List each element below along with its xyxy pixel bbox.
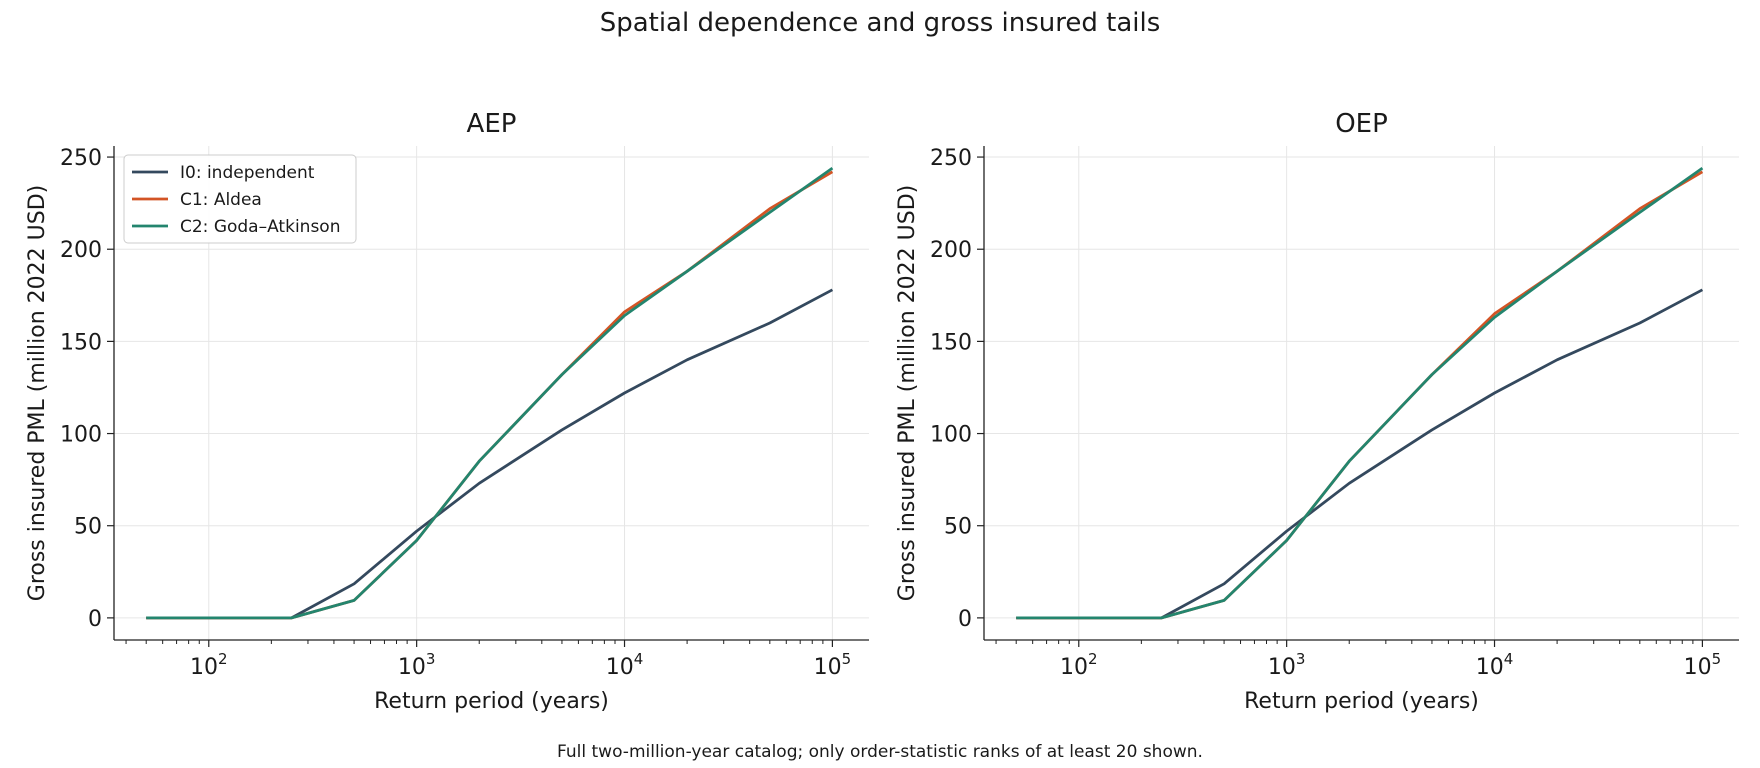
series-line-2 — [146, 166, 834, 620]
panel-title: OEP — [1335, 109, 1388, 139]
legend-box — [123, 154, 357, 244]
y-tick-label: 150 — [930, 330, 972, 355]
x-tick-label: 102 — [190, 650, 228, 680]
y-tick-label: 200 — [930, 238, 972, 263]
x-tick-label: 103 — [398, 650, 436, 680]
x-tick-label: 102 — [1060, 650, 1098, 680]
panel-title: AEP — [467, 109, 517, 139]
series-line-1 — [1016, 170, 1704, 620]
x-axis-label: Return period (years) — [374, 689, 609, 714]
y-tick-label: 50 — [944, 515, 972, 540]
x-tick-label: 105 — [814, 650, 852, 680]
x-tick-label: 104 — [1476, 650, 1514, 680]
y-tick-label: 200 — [60, 238, 102, 263]
y-axis-label: Gross insured PML (million 2022 USD) — [25, 185, 50, 601]
y-tick-label: 50 — [74, 515, 102, 540]
y-tick-label: 250 — [930, 146, 972, 171]
series-line-0 — [1016, 288, 1704, 620]
series-line-2 — [1016, 166, 1704, 620]
x-tick-label: 103 — [1268, 650, 1306, 680]
legend-label: C2: Goda–Atkinson — [180, 217, 340, 237]
y-tick-label: 0 — [88, 607, 102, 632]
figure-title: Spatial dependence and gross insured tai… — [599, 8, 1161, 38]
x-axis-label: Return period (years) — [1244, 689, 1479, 714]
y-tick-label: 150 — [60, 330, 102, 355]
x-tick-label: 105 — [1684, 650, 1722, 680]
panel-oep: 102 103 104 105 0 50 100 150 200 250 OEP Return per… — [895, 109, 1739, 714]
y-tick-label: 100 — [930, 423, 972, 448]
y-axis-label: Gross insured PML (million 2022 USD) — [895, 185, 920, 601]
y-tick-label: 250 — [60, 146, 102, 171]
y-tick-label: 100 — [60, 423, 102, 448]
series-line-0 — [146, 288, 834, 620]
x-tick-label: 104 — [606, 650, 644, 680]
legend-label: I0: independent — [180, 163, 315, 183]
panel-aep: 102 103 104 105 0 50 100 150 200 250 AEP Return per… — [25, 109, 869, 714]
legend-label: C1: Aldea — [180, 190, 262, 210]
y-tick-label: 0 — [958, 607, 972, 632]
figure-footnote: Full two-million-year catalog; only orde… — [557, 742, 1203, 762]
legend: I0: independent C1: Aldea C2: Goda–Atkinso… — [123, 154, 357, 244]
